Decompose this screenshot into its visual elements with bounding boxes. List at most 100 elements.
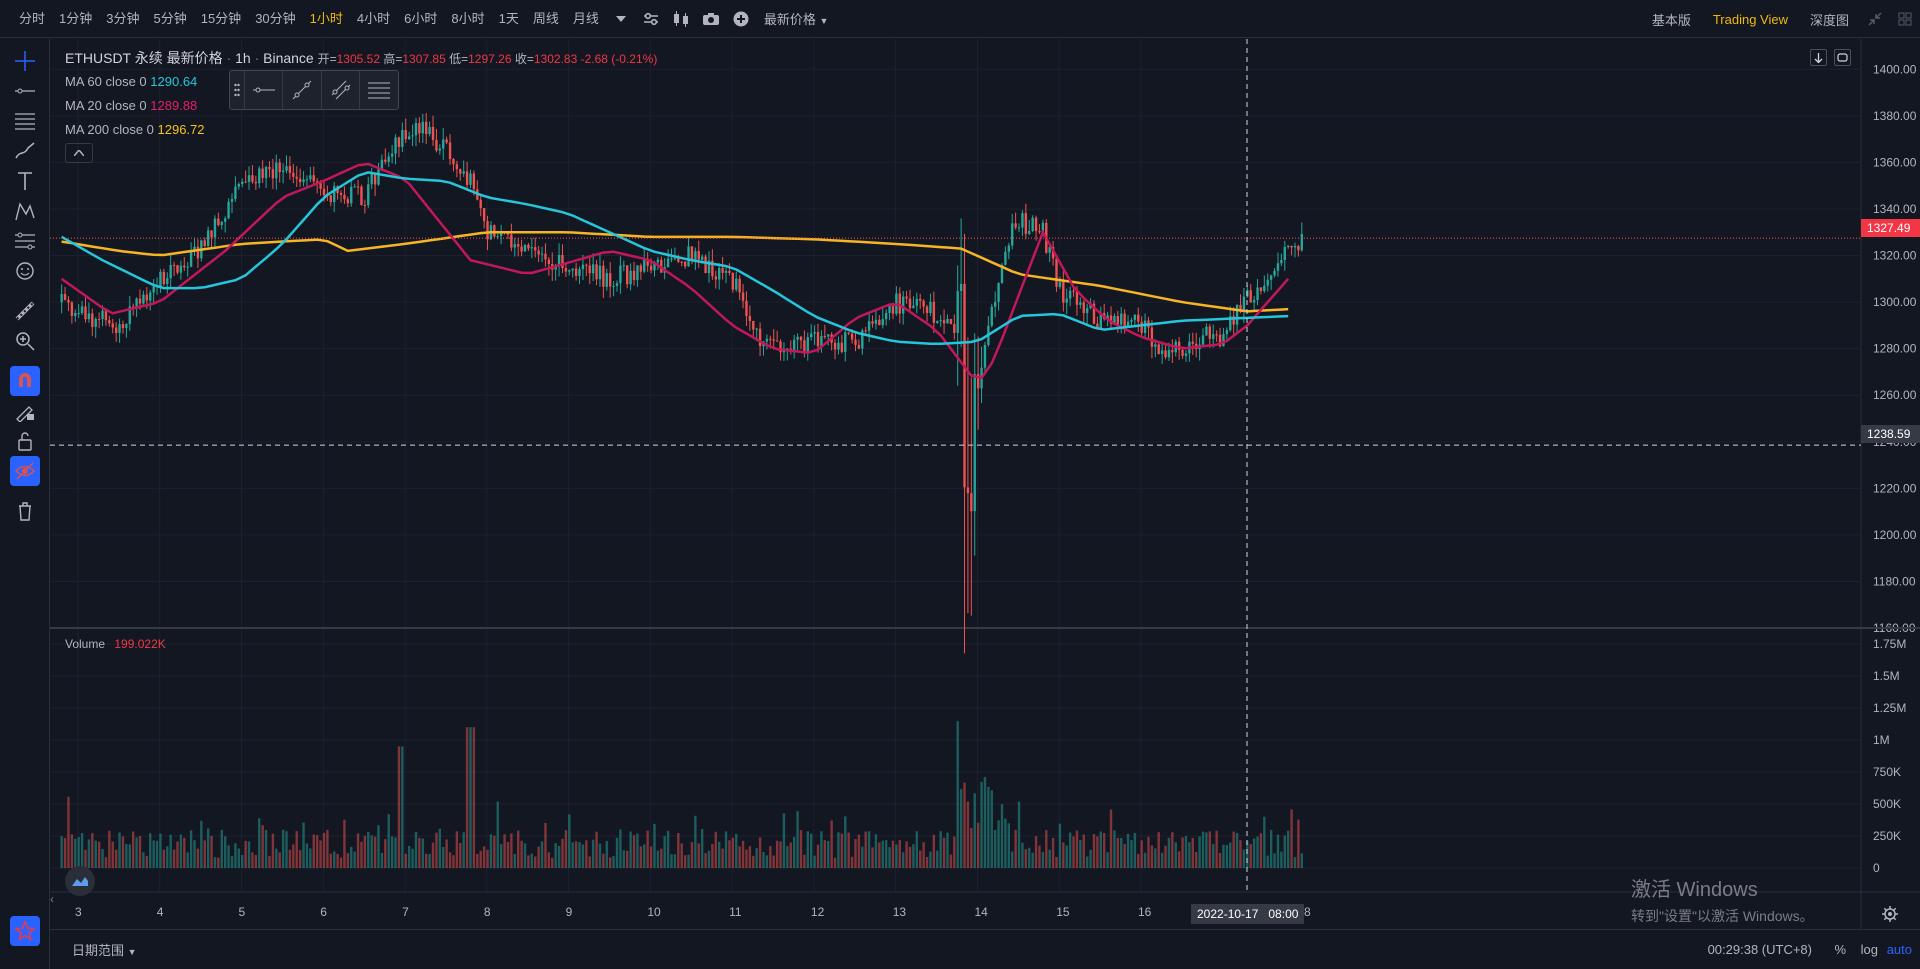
ruler-icon[interactable] — [10, 296, 40, 326]
ma60-legend[interactable]: MA 60 close 0 1290.64 — [65, 73, 657, 97]
interval-3[interactable]: 5分钟 — [153, 10, 187, 26]
volume-bar — [387, 814, 390, 868]
tradingview-logo-icon[interactable] — [65, 866, 95, 896]
text-icon[interactable] — [10, 166, 40, 196]
ma20-legend[interactable]: MA 20 close 0 1289.88 — [65, 97, 657, 121]
log-toggle[interactable]: log — [1860, 942, 1878, 957]
volume-bar — [244, 840, 247, 868]
date-range-button[interactable]: 日期范围 ▼ — [72, 940, 137, 959]
interval-7[interactable]: 4小时 — [356, 10, 391, 26]
interval-10[interactable]: 1天 — [498, 10, 519, 26]
interval-11[interactable]: 周线 — [532, 10, 559, 26]
view-depth[interactable]: 深度图 — [1809, 12, 1849, 28]
volume-bar — [711, 843, 714, 868]
interval-8[interactable]: 6小时 — [404, 10, 438, 26]
volume-bar — [1198, 836, 1201, 868]
fib-retracement-icon[interactable] — [359, 71, 398, 109]
favorites-star-icon[interactable] — [10, 916, 40, 946]
brush-icon[interactable] — [10, 136, 40, 166]
candle-body — [281, 170, 285, 173]
horizontal-lines-icon[interactable] — [10, 106, 40, 136]
candle-body — [697, 251, 700, 260]
candle-body — [445, 139, 448, 143]
interval-12[interactable]: 月线 — [572, 10, 599, 26]
view-tradingview[interactable]: Trading View — [1712, 11, 1788, 27]
chart-area[interactable]: 1400.00 1380.00 1360.00 1340.00 1320.00 1300.… — [50, 39, 1920, 929]
chevron-down-icon: ▼ — [127, 947, 137, 957]
candle-body — [932, 301, 936, 323]
volume-bar — [60, 836, 63, 868]
interval-2[interactable]: 3分钟 — [106, 10, 140, 26]
lock-pencil-icon[interactable] — [10, 396, 40, 426]
interval-0[interactable]: 分时 — [19, 10, 46, 26]
volume-bar — [315, 835, 319, 868]
interval-6[interactable]: 1小时 — [309, 10, 343, 26]
volume-bar — [155, 840, 159, 868]
ma200-legend[interactable]: MA 200 close 0 1296.72 — [65, 121, 657, 145]
unlock-icon[interactable] — [10, 426, 40, 456]
volume-bar — [448, 852, 452, 868]
exchange-label: Binance — [263, 50, 314, 66]
volume-bar — [1092, 834, 1096, 868]
candle-body — [745, 300, 748, 317]
candle-body — [840, 342, 844, 352]
interval-9[interactable]: 8小时 — [451, 10, 485, 26]
camera-icon[interactable] — [696, 0, 726, 38]
volume-bar — [1259, 833, 1263, 868]
drag-handle-icon[interactable] — [230, 71, 244, 109]
volume-bar — [193, 840, 196, 868]
volume-bar — [343, 819, 346, 868]
collapse-arrows-icon[interactable] — [1860, 0, 1890, 38]
crosshair-icon[interactable] — [10, 46, 40, 76]
clock[interactable]: 00:29:38 (UTC+8) — [1707, 942, 1812, 957]
price-type-select[interactable]: 最新价格 ▼ — [756, 9, 837, 28]
chevron-left-icon[interactable]: ‹ — [50, 892, 54, 906]
volume-bar — [1103, 833, 1106, 868]
interval-1[interactable]: 1分钟 — [59, 10, 93, 26]
candle-body — [264, 166, 268, 179]
interval-5[interactable]: 30分钟 — [255, 10, 296, 26]
candle-body — [646, 258, 649, 266]
candle-body — [653, 262, 656, 271]
horizontal-ray-icon[interactable] — [243, 71, 283, 109]
reset-chart-button[interactable] — [1834, 49, 1851, 66]
legend-collapse-button[interactable] — [65, 143, 93, 163]
volume-bar — [91, 833, 94, 868]
price-chart[interactable]: 1400.00 1380.00 1360.00 1340.00 1320.00 1300.… — [50, 39, 1920, 929]
candles-icon[interactable] — [666, 0, 696, 38]
volume-bar — [626, 850, 629, 868]
trash-icon[interactable] — [10, 496, 40, 526]
symbol-title[interactable]: ETHUSDT 永续 最新价格 — [65, 50, 223, 66]
emoji-icon[interactable] — [10, 256, 40, 286]
hide-drawings-icon[interactable] — [10, 456, 40, 486]
gear-icon[interactable] — [1882, 906, 1898, 925]
scroll-to-latest-button[interactable] — [1810, 49, 1827, 66]
volume-bar — [63, 837, 67, 868]
candle-body — [574, 268, 578, 276]
pattern-icon[interactable] — [10, 196, 40, 226]
volume-bar — [452, 855, 455, 868]
volume-bar — [551, 857, 554, 868]
candle-body — [1239, 304, 1242, 312]
volume-bar — [1109, 809, 1113, 868]
trend-line-tool-icon[interactable] — [282, 71, 321, 109]
view-basic[interactable]: 基本版 — [1651, 12, 1691, 28]
fib-tool-icon[interactable] — [10, 226, 40, 256]
parallel-channel-icon[interactable] — [320, 71, 360, 109]
magnet-icon[interactable] — [10, 366, 40, 396]
volume-bar — [748, 846, 752, 868]
settings-sliders-icon[interactable] — [636, 0, 666, 38]
zoom-in-icon[interactable] — [10, 326, 40, 356]
grid-layout-icon[interactable] — [1890, 0, 1920, 38]
chevron-down-icon[interactable] — [606, 0, 636, 38]
percent-toggle[interactable]: % — [1834, 942, 1846, 957]
volume-bar — [213, 857, 217, 868]
candle-body — [1242, 296, 1246, 312]
last-price-tag: 1327.49 — [1861, 219, 1920, 237]
auto-toggle[interactable]: auto — [1886, 942, 1912, 957]
add-indicator-icon[interactable] — [726, 0, 756, 38]
candle-body — [591, 264, 595, 274]
volume-bar — [281, 829, 285, 868]
interval-4[interactable]: 15分钟 — [200, 10, 242, 26]
trend-line-icon[interactable] — [10, 76, 40, 106]
